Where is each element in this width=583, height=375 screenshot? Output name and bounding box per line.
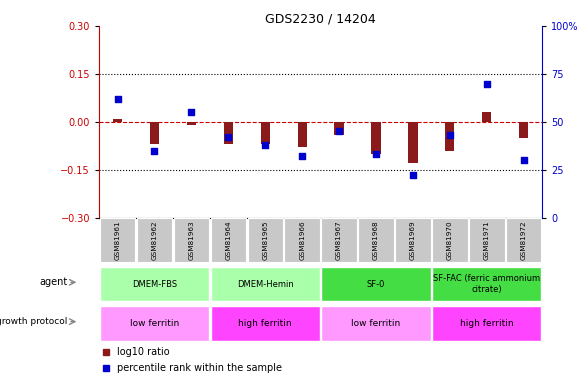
Bar	[335, 122, 344, 135]
FancyBboxPatch shape	[506, 218, 542, 262]
FancyBboxPatch shape	[321, 306, 431, 340]
FancyBboxPatch shape	[321, 218, 357, 262]
FancyBboxPatch shape	[432, 306, 542, 340]
Text: high ferritin: high ferritin	[460, 319, 514, 328]
Point	[187, 110, 196, 116]
Bar	[297, 122, 307, 147]
Text: low ferritin: low ferritin	[352, 319, 401, 328]
FancyBboxPatch shape	[210, 306, 320, 340]
Text: SF-FAC (ferric ammonium
citrate): SF-FAC (ferric ammonium citrate)	[433, 274, 540, 294]
FancyBboxPatch shape	[174, 218, 209, 262]
FancyBboxPatch shape	[137, 218, 172, 262]
Point	[113, 96, 122, 102]
Bar	[187, 122, 196, 125]
Text: GSM81972: GSM81972	[521, 220, 526, 260]
Point	[408, 172, 417, 178]
Text: percentile rank within the sample: percentile rank within the sample	[117, 363, 282, 373]
FancyBboxPatch shape	[359, 218, 394, 262]
Text: DMEM-FBS: DMEM-FBS	[132, 280, 177, 289]
FancyBboxPatch shape	[395, 218, 431, 262]
Text: GSM81965: GSM81965	[262, 220, 268, 260]
Text: log10 ratio: log10 ratio	[117, 347, 170, 357]
FancyBboxPatch shape	[100, 267, 209, 301]
Title: GDS2230 / 14204: GDS2230 / 14204	[265, 12, 376, 25]
Point	[371, 152, 381, 157]
Point	[150, 147, 159, 154]
Bar	[261, 122, 270, 144]
FancyBboxPatch shape	[100, 306, 209, 340]
Text: GSM81968: GSM81968	[373, 220, 379, 260]
Text: GSM81964: GSM81964	[226, 220, 231, 260]
FancyBboxPatch shape	[285, 218, 320, 262]
FancyBboxPatch shape	[100, 218, 135, 262]
Text: GSM81961: GSM81961	[115, 220, 121, 260]
FancyBboxPatch shape	[248, 218, 283, 262]
FancyBboxPatch shape	[432, 267, 542, 301]
Bar	[150, 122, 159, 144]
Point	[519, 157, 528, 163]
Bar	[482, 112, 491, 122]
Point	[297, 153, 307, 159]
Text: high ferritin: high ferritin	[238, 319, 292, 328]
Bar	[445, 122, 455, 150]
Text: GSM81970: GSM81970	[447, 220, 453, 260]
Text: GSM81971: GSM81971	[484, 220, 490, 260]
FancyBboxPatch shape	[210, 267, 320, 301]
Point	[445, 132, 455, 138]
FancyBboxPatch shape	[321, 267, 431, 301]
Text: agent: agent	[39, 277, 67, 287]
Bar	[371, 122, 381, 154]
FancyBboxPatch shape	[469, 218, 504, 262]
Text: growth protocol: growth protocol	[0, 317, 67, 326]
Text: low ferritin: low ferritin	[130, 319, 179, 328]
Bar	[224, 122, 233, 144]
Bar	[408, 122, 417, 164]
Bar	[113, 118, 122, 122]
Text: GSM81969: GSM81969	[410, 220, 416, 260]
Text: GSM81967: GSM81967	[336, 220, 342, 260]
FancyBboxPatch shape	[432, 218, 468, 262]
Point	[482, 81, 491, 87]
FancyBboxPatch shape	[210, 218, 246, 262]
Text: SF-0: SF-0	[367, 280, 385, 289]
Point	[335, 128, 344, 135]
Bar	[519, 122, 528, 138]
Text: GSM81966: GSM81966	[299, 220, 305, 260]
Text: DMEM-Hemin: DMEM-Hemin	[237, 280, 294, 289]
Point	[261, 142, 270, 148]
Text: GSM81962: GSM81962	[152, 220, 157, 260]
Point	[224, 134, 233, 140]
Text: GSM81963: GSM81963	[188, 220, 194, 260]
